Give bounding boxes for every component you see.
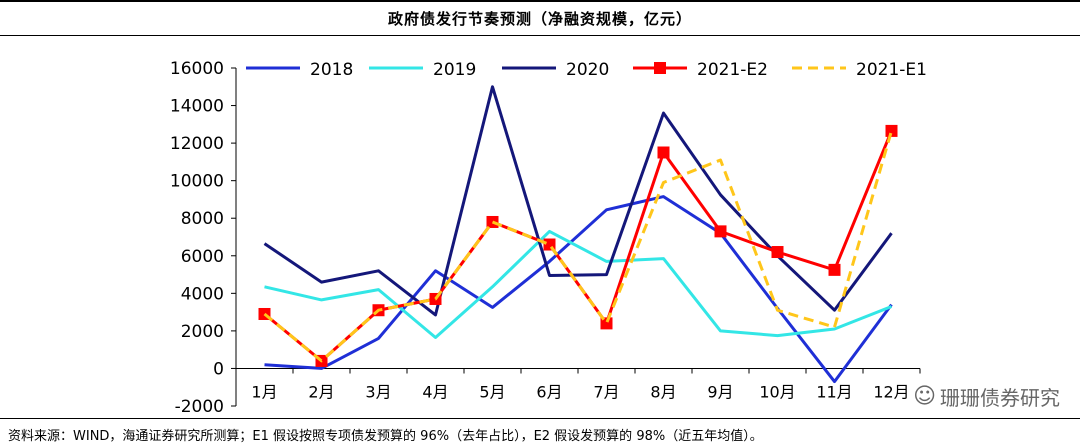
y-tick-label: 6000 xyxy=(181,247,224,267)
data-point-2021-E2 xyxy=(828,263,841,276)
source-note: 资料来源：WIND，海通证券研究所测算；E1 假设按照专项债发预算的 96%（去… xyxy=(8,429,763,444)
chart-title-bar: 政府债发行节奏预测（净融资规模，亿元） xyxy=(0,0,1080,36)
series-line-2020 xyxy=(263,85,893,317)
legend-marker-2021-E2 xyxy=(654,62,666,74)
y-tick-label: 14000 xyxy=(170,97,224,117)
x-tick-label: 12月 xyxy=(873,382,909,401)
series-line-2021-E1 xyxy=(263,130,893,363)
y-tick-label: 0 xyxy=(213,359,224,379)
series-line-2018 xyxy=(264,195,893,384)
wechat-icon: ☺ xyxy=(913,384,936,409)
y-tick-label: 10000 xyxy=(170,172,224,192)
data-point-2021-E2 xyxy=(714,225,727,238)
x-tick-label: 10月 xyxy=(759,382,795,401)
bottom-rule xyxy=(0,418,1080,419)
x-tick-label: 9月 xyxy=(707,382,733,401)
data-point-2021-E2 xyxy=(600,317,613,330)
data-point-2021-E2 xyxy=(657,146,670,159)
x-tick-label: 2月 xyxy=(308,382,334,401)
x-tick-label: 1月 xyxy=(251,382,277,401)
y-tick-label: 2000 xyxy=(181,322,224,342)
x-tick-label: 5月 xyxy=(479,382,505,401)
legend-label-2019: 2019 xyxy=(433,60,476,80)
legend-label-2021-E2: 2021-E2 xyxy=(697,60,768,80)
y-tick-label: 4000 xyxy=(181,284,224,304)
x-tick-label: 8月 xyxy=(650,382,676,401)
x-tick-label: 4月 xyxy=(422,382,448,401)
x-tick-label: 7月 xyxy=(593,382,619,401)
watermark-text: 珊珊债券研究 xyxy=(940,386,1060,410)
legend-label-2020: 2020 xyxy=(566,60,609,80)
data-point-2021-E2 xyxy=(885,124,898,137)
legend-label-2018: 2018 xyxy=(310,60,353,80)
data-point-2021-E2 xyxy=(486,215,499,228)
x-tick-label: 11月 xyxy=(816,382,852,401)
line-chart: -2000 0 2000 4000 6000 8000 10000 12000 14000 160… xyxy=(170,59,927,417)
chart-title: 政府债发行节奏预测（净融资规模，亿元） xyxy=(387,10,692,28)
watermark: ☺ 珊珊债券研究 xyxy=(913,382,1060,411)
y-tick-label: -2000 xyxy=(175,397,224,417)
data-point-2021-E2 xyxy=(771,246,784,259)
y-tick-label: 16000 xyxy=(170,59,224,79)
series-line-2019 xyxy=(264,229,893,339)
y-tick-label: 12000 xyxy=(170,134,224,154)
x-tick-label: 3月 xyxy=(365,382,391,401)
legend-label-2021-E1: 2021-E1 xyxy=(856,60,927,80)
y-tick-label: 8000 xyxy=(181,209,224,229)
x-tick-label: 6月 xyxy=(536,382,562,401)
